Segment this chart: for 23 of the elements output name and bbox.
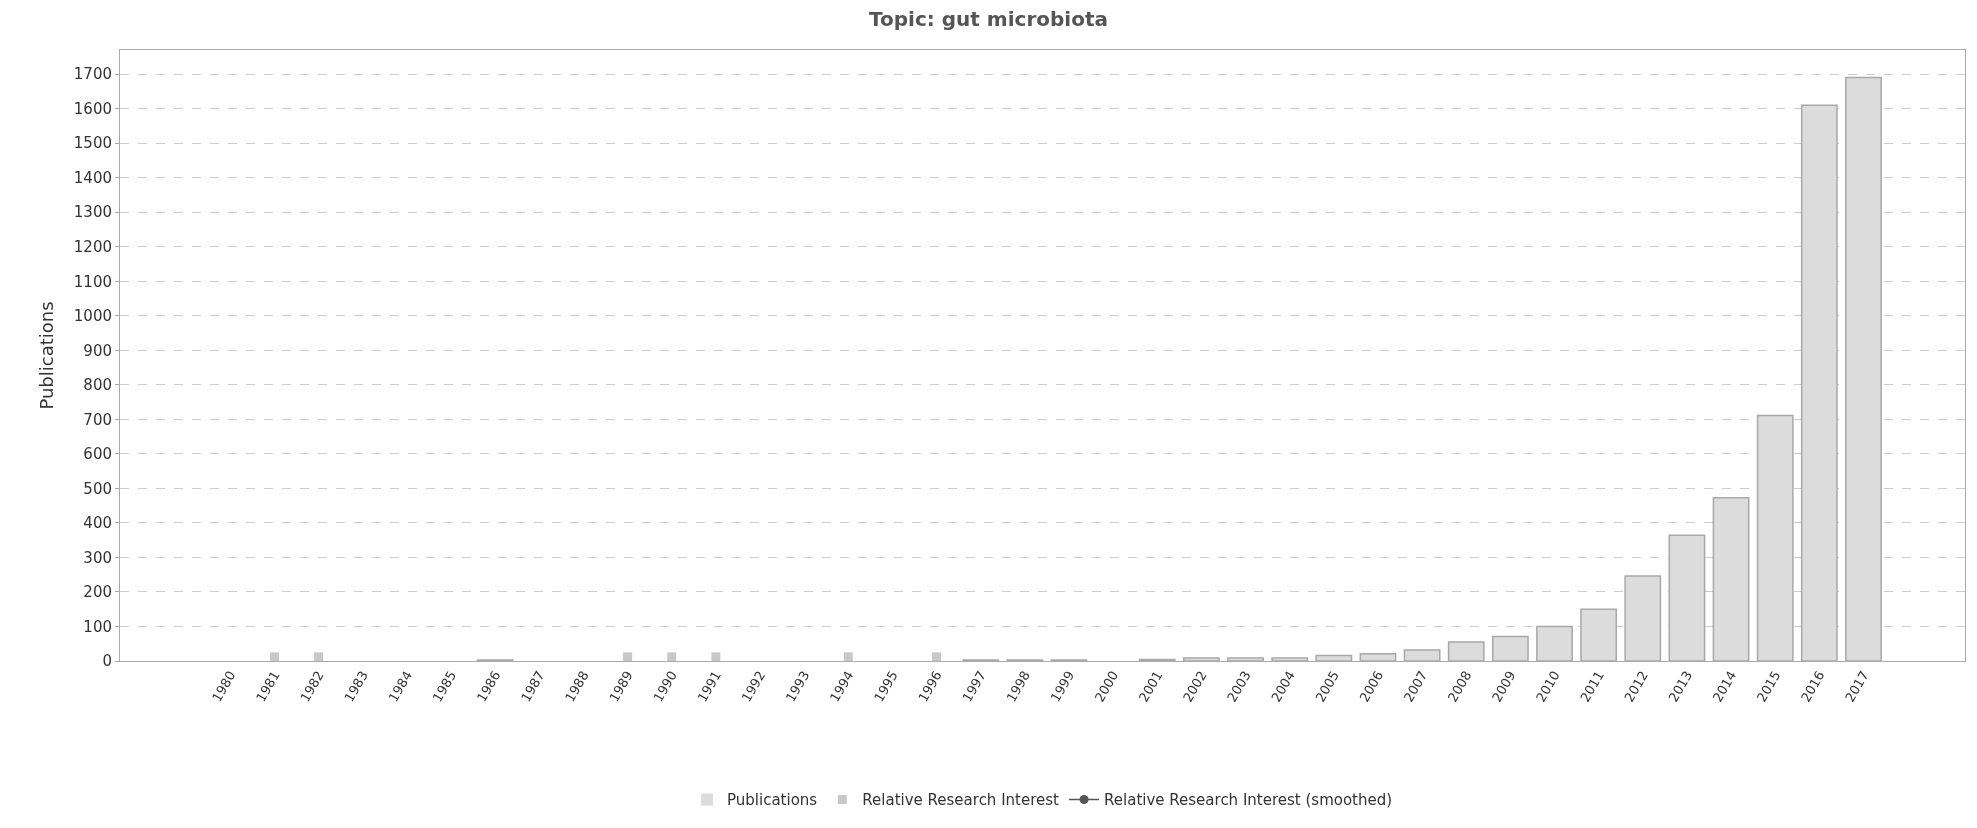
y-tick-label: 1300: [73, 203, 112, 222]
y-tick-label: 100: [83, 617, 112, 636]
y-axis-title: Publications: [36, 301, 58, 410]
chart-title: Topic: gut microbiota: [869, 7, 1108, 32]
legend-label: Relative Research Interest (smoothed): [1104, 791, 1393, 810]
y-tick-label: 1000: [73, 307, 112, 326]
y-tick-label: 1700: [73, 65, 112, 84]
y-tick-label: 1100: [73, 272, 112, 291]
y-tick-label: 800: [83, 376, 112, 395]
y-tick-label: 1400: [73, 168, 112, 187]
legend-label: Publications: [727, 791, 818, 810]
y-tick-label: 500: [83, 479, 112, 498]
y-tick-label: 0: [102, 652, 112, 671]
y-tick-label: 400: [83, 514, 112, 533]
y-tick-label: 900: [83, 341, 112, 360]
y-tick-label: 1600: [73, 99, 112, 118]
y-tick-label: 700: [83, 410, 112, 429]
y-tick-label: 200: [83, 583, 112, 602]
legend-label: Relative Research Interest: [862, 791, 1060, 810]
y-tick-label: 600: [83, 445, 112, 464]
y-tick-label: 1500: [73, 134, 112, 153]
y-tick-label: 1200: [73, 238, 112, 257]
y-tick-label: 300: [83, 548, 112, 567]
